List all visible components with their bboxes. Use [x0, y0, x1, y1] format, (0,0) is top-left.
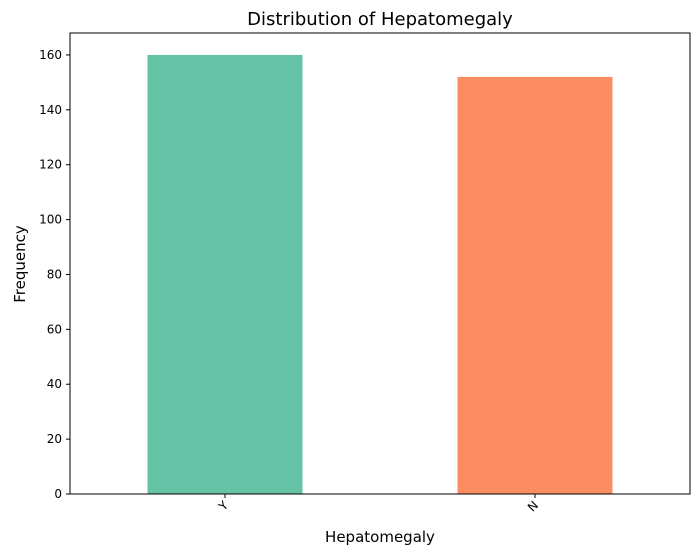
y-tick-label: 20 — [47, 432, 62, 446]
y-tick-label: 0 — [54, 487, 62, 501]
bar-y — [147, 54, 303, 494]
y-axis-label: Frequency — [11, 225, 29, 303]
chart-title: Distribution of Hepatomegaly — [247, 9, 513, 30]
y-tick-label: 100 — [39, 213, 62, 227]
x-tick-label: Y — [215, 498, 231, 514]
y-tick-label: 160 — [39, 48, 62, 62]
y-tick-label: 60 — [47, 322, 62, 336]
y-axis-ticks: 0 20 40 60 80 100 120 140 160 — [39, 48, 70, 501]
y-tick-label: 80 — [47, 267, 62, 281]
bars-layer — [147, 54, 613, 495]
plot-frame — [69, 32, 691, 495]
y-tick-label: 140 — [39, 103, 62, 117]
x-axis-label: Hepatomegaly — [325, 528, 435, 546]
x-tick-label: N — [525, 498, 541, 514]
y-tick-label: 120 — [39, 158, 62, 172]
bar-n — [457, 76, 613, 495]
y-tick-label: 40 — [47, 377, 62, 391]
